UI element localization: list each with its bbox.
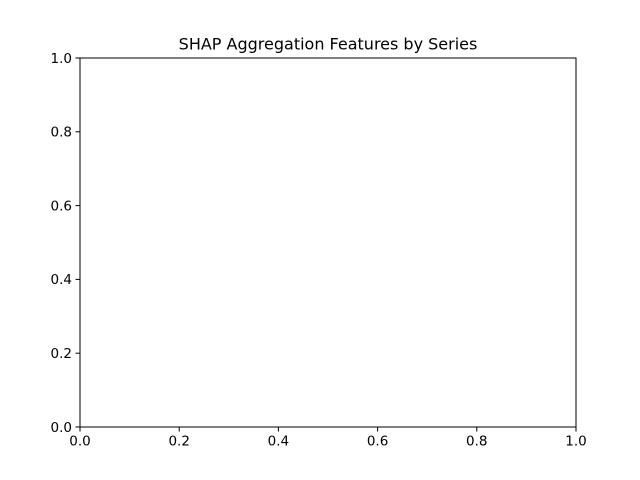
x-tick-label: 1.0 bbox=[565, 434, 586, 450]
plot-area bbox=[79, 57, 577, 428]
chart-title: SHAP Aggregation Features by Series bbox=[179, 35, 478, 54]
y-tick-label: 0.8 bbox=[51, 125, 72, 141]
y-tick-label: 1.0 bbox=[51, 51, 72, 67]
y-tick-label: 0.4 bbox=[51, 272, 72, 288]
x-tick-label: 0.4 bbox=[268, 434, 289, 450]
y-tick-label: 0.6 bbox=[51, 198, 72, 214]
x-axis: 0.0 0.2 0.4 0.6 0.8 1.0 bbox=[69, 427, 587, 450]
x-tick-label: 0.8 bbox=[466, 434, 487, 450]
y-axis: 0.0 0.2 0.4 0.6 0.8 1.0 bbox=[51, 51, 80, 436]
x-tick-label: 0.2 bbox=[168, 434, 189, 450]
y-tick-label: 0.0 bbox=[51, 420, 72, 436]
x-tick-label: 0.6 bbox=[367, 434, 388, 450]
y-tick-label: 0.2 bbox=[51, 346, 72, 362]
x-tick-label: 0.0 bbox=[69, 434, 90, 450]
